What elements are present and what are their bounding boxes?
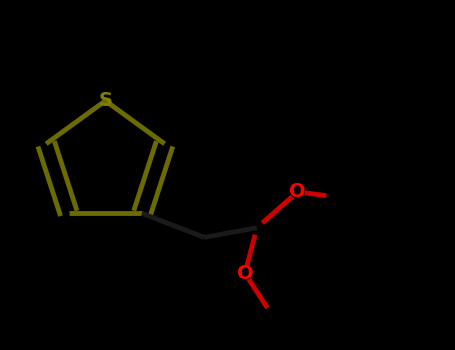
Text: O: O	[237, 264, 253, 283]
Text: S: S	[98, 91, 112, 110]
Text: O: O	[289, 182, 306, 201]
